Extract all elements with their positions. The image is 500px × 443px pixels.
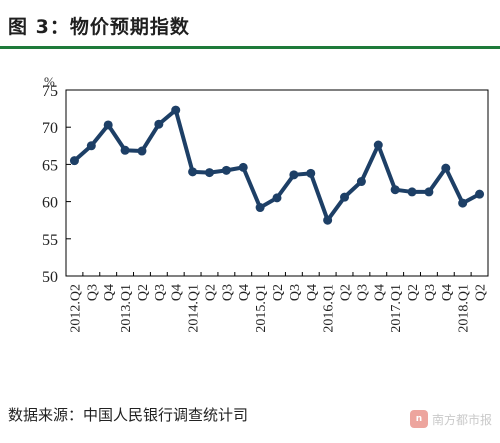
x-tick-label: Q3	[220, 284, 235, 301]
watermark-text: 南方都市报	[431, 412, 492, 427]
y-axis: 50 55 60 65 70 75	[42, 83, 71, 286]
data-point	[458, 198, 468, 208]
x-tick-label: Q2	[406, 284, 421, 301]
x-tick-label: 2018.Q1	[457, 284, 472, 333]
data-point	[86, 141, 96, 151]
x-tick-label: Q2	[203, 284, 218, 301]
x-tick-label: Q3	[288, 284, 303, 301]
data-point	[272, 193, 282, 203]
data-point	[289, 170, 299, 180]
data-point	[306, 168, 316, 178]
data-point	[137, 146, 147, 156]
data-point	[407, 187, 417, 197]
x-tick-label: Q2	[271, 284, 286, 301]
data-point	[171, 105, 181, 115]
data-point	[238, 162, 248, 172]
y-tick-label: 75	[42, 83, 58, 100]
data-point	[323, 215, 333, 225]
x-tick-label: Q4	[372, 284, 387, 301]
x-tick-label: Q3	[423, 284, 438, 301]
data-point	[356, 177, 366, 187]
data-point	[154, 119, 164, 129]
x-tick-label: Q4	[102, 284, 117, 301]
plot-frame	[65, 89, 489, 277]
unit-label: %	[44, 74, 55, 89]
y-tick-label: 65	[42, 157, 58, 174]
x-tick-label: 2017.Q1	[389, 284, 404, 333]
y-tick-label: 60	[42, 195, 58, 212]
data-point	[475, 189, 485, 199]
newspaper-logo-icon: n	[409, 410, 428, 428]
x-tick-label: Q3	[153, 284, 168, 301]
y-tick-label: 70	[42, 120, 58, 137]
data-point	[204, 168, 214, 178]
x-tick-label: Q2	[474, 284, 489, 301]
x-tick-label: Q2	[136, 284, 151, 301]
y-tick-label: 55	[42, 232, 58, 249]
x-tick-label: 2015.Q1	[254, 284, 269, 333]
title-divider	[0, 46, 500, 49]
x-tick-label: 2016.Q1	[322, 284, 337, 333]
data-point	[69, 156, 79, 166]
y-tick-label: 50	[42, 269, 58, 286]
series-line	[73, 108, 481, 223]
x-tick-label: Q4	[170, 284, 185, 301]
x-tick-label: Q4	[440, 284, 455, 301]
x-tick-label: Q3	[85, 284, 100, 301]
x-tick-label: 2014.Q1	[187, 284, 202, 333]
figure-title: 图 3：物价预期指数	[8, 16, 190, 38]
data-point	[340, 192, 350, 202]
data-point	[373, 140, 383, 150]
x-tick-label: Q4	[237, 284, 252, 301]
data-point	[221, 165, 231, 175]
x-axis: 2012.Q2 Q3 Q4 2013.Q1 Q2 Q3 Q4 2014.Q1 Q2 Q3 Q4 201…	[65, 272, 489, 333]
x-tick-label: 2013.Q1	[119, 284, 134, 333]
source-note: 数据来源：中国人民银行调查统计司	[8, 406, 249, 424]
data-point	[390, 185, 400, 195]
series-layer	[69, 105, 485, 225]
data-point	[424, 187, 434, 197]
watermark: n 南方都市报	[409, 410, 492, 428]
x-tick-label: 2012.Q2	[68, 284, 83, 333]
x-tick-label: Q3	[355, 284, 370, 301]
data-point	[441, 163, 451, 173]
data-point	[120, 145, 130, 155]
data-point	[255, 203, 265, 213]
figure-header: 图 3：物价预期指数	[0, 0, 500, 50]
x-tick-label: Q4	[305, 284, 320, 301]
data-point	[103, 120, 113, 130]
x-tick-label: Q2	[339, 284, 354, 301]
data-point	[188, 167, 198, 177]
